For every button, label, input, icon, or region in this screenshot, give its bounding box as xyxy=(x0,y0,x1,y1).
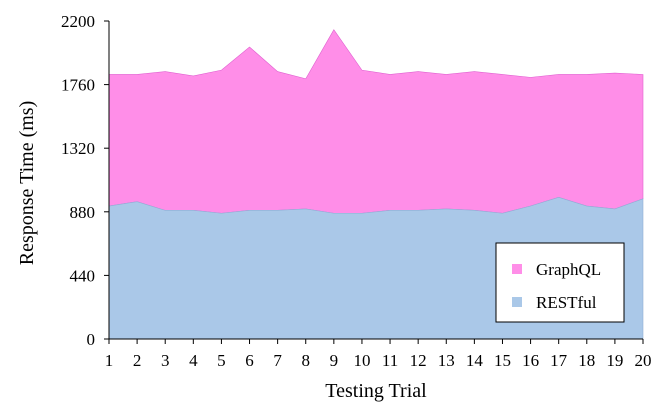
x-tick-label: 18 xyxy=(578,351,595,370)
x-ticks: 1 2 3 4 5 6 7 8 9 10 11 12 13 14 15 16 17 18 19 20 xyxy=(105,339,652,370)
x-tick-label: 16 xyxy=(522,351,539,370)
x-tick-label: 3 xyxy=(161,351,170,370)
legend-box xyxy=(495,242,625,323)
x-tick-label: 12 xyxy=(410,351,427,370)
x-tick-label: 4 xyxy=(189,351,198,370)
x-tick-label: 17 xyxy=(550,351,568,370)
x-tick-label: 13 xyxy=(438,351,455,370)
x-tick-label: 19 xyxy=(606,351,623,370)
x-tick-label: 11 xyxy=(382,351,398,370)
x-tick-label: 15 xyxy=(494,351,511,370)
x-tick-label: 10 xyxy=(353,351,370,370)
y-tick-label: 0 xyxy=(87,330,96,349)
x-tick-label: 1 xyxy=(105,351,114,370)
legend: GraphQL RESTful xyxy=(495,242,625,323)
x-tick-label: 6 xyxy=(245,351,254,370)
y-tick-label: 440 xyxy=(70,266,96,285)
legend-label-restful: RESTful xyxy=(536,293,597,312)
x-tick-label: 14 xyxy=(466,351,484,370)
y-tick-label: 1760 xyxy=(61,76,95,95)
y-tick-label: 2200 xyxy=(61,12,95,31)
y-tick-label: 880 xyxy=(70,203,96,222)
graphql-area xyxy=(108,29,644,214)
legend-swatch-graphql xyxy=(512,264,522,274)
axes-layer xyxy=(108,21,643,340)
legend-label-graphql: GraphQL xyxy=(536,260,601,279)
x-tick-label: 8 xyxy=(301,351,310,370)
y-tick-label: 1320 xyxy=(61,139,95,158)
legend-swatch-restful xyxy=(512,297,522,307)
y-axis-title: Response Time (ms) xyxy=(16,101,38,265)
x-tick-label: 20 xyxy=(635,351,652,370)
x-tick-label: 7 xyxy=(273,351,282,370)
x-axis-title: Testing Trial xyxy=(325,380,427,402)
x-tick-label: 5 xyxy=(217,351,226,370)
y-ticks: 0 440 880 1320 1760 2200 xyxy=(61,12,109,349)
x-tick-label: 9 xyxy=(330,351,339,370)
x-tick-label: 2 xyxy=(133,351,142,370)
